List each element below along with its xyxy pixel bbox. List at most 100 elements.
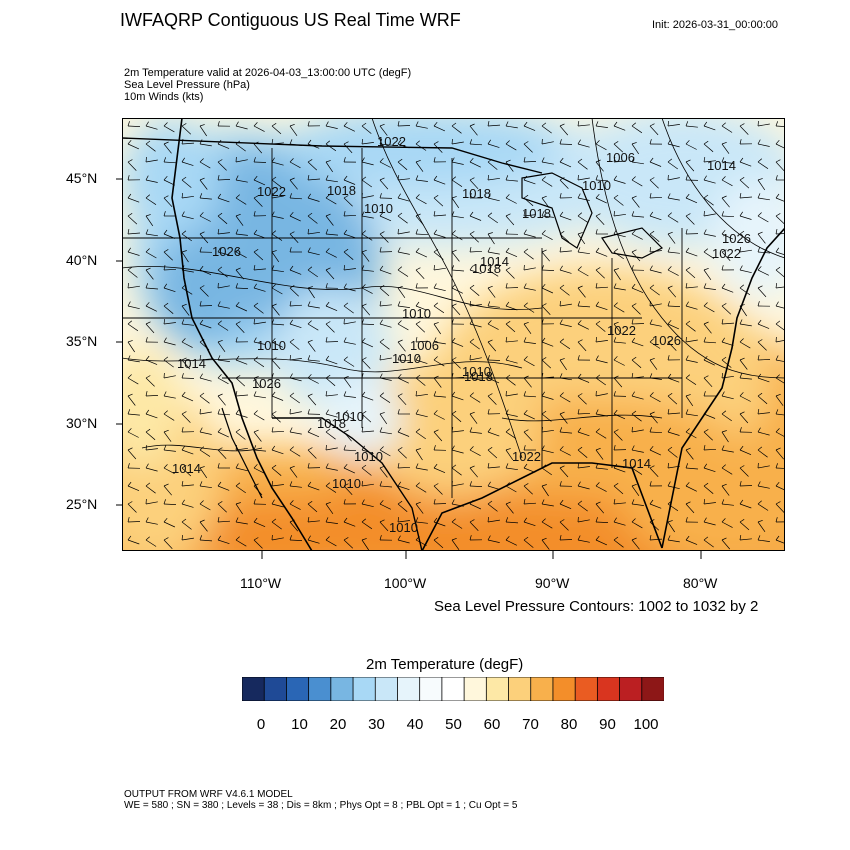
wind-barb-flag bbox=[415, 175, 419, 181]
wind-barb-flag bbox=[379, 535, 382, 541]
wind-barb-flag bbox=[523, 499, 526, 505]
wind-barb-flag bbox=[127, 159, 133, 163]
colorbar-label: 70 bbox=[522, 716, 539, 733]
wind-barb bbox=[487, 269, 499, 277]
wind-barb bbox=[541, 539, 550, 550]
wind-barb bbox=[505, 485, 517, 493]
wind-barb-flag bbox=[325, 248, 330, 253]
wind-barb bbox=[775, 395, 784, 406]
wind-barb bbox=[631, 125, 643, 134]
wind-barb-flag bbox=[559, 535, 562, 541]
wind-barb bbox=[541, 395, 554, 400]
colorbar-swatch bbox=[619, 677, 643, 701]
wind-barb-flag bbox=[487, 516, 489, 523]
wind-barb-flag bbox=[703, 140, 709, 145]
wind-barb-flag bbox=[649, 357, 655, 361]
wind-barb-flag bbox=[433, 483, 439, 487]
wind-barb bbox=[721, 125, 733, 133]
wind-barb bbox=[127, 395, 136, 406]
wind-barb-flag bbox=[541, 337, 546, 343]
wind-barb bbox=[523, 377, 532, 388]
wind-barb bbox=[685, 431, 697, 439]
wind-barb bbox=[415, 377, 426, 386]
wind-barb-flag bbox=[577, 139, 581, 145]
wind-barb-flag bbox=[127, 301, 131, 307]
wind-barb bbox=[181, 161, 194, 166]
wind-barb bbox=[181, 195, 194, 199]
wind-barb-flag bbox=[325, 374, 331, 379]
wind-barb-flag bbox=[379, 446, 384, 451]
wind-barb bbox=[577, 161, 588, 170]
wind-barb bbox=[343, 485, 353, 495]
wind-barb-flag bbox=[325, 463, 329, 469]
wind-barb bbox=[739, 323, 752, 327]
wind-barb bbox=[505, 305, 518, 311]
wind-barb bbox=[487, 431, 500, 437]
wind-barb bbox=[217, 341, 226, 353]
wind-barb bbox=[325, 179, 338, 183]
contour-label: 1018 bbox=[327, 183, 356, 198]
wind-barb-flag bbox=[631, 464, 637, 469]
wind-barb-flag bbox=[307, 393, 313, 397]
wind-barb bbox=[253, 341, 266, 345]
colorbar-swatch bbox=[286, 677, 310, 701]
wind-barb-flag bbox=[415, 374, 421, 379]
wind-barb bbox=[253, 161, 267, 163]
wind-barb bbox=[775, 269, 785, 278]
wind-barb bbox=[523, 233, 536, 238]
wind-barb-flag bbox=[163, 319, 166, 325]
contour-label: 1010 bbox=[392, 351, 421, 366]
wind-barb bbox=[577, 197, 590, 201]
wind-barb-flag bbox=[667, 355, 670, 361]
wind-barb-flag bbox=[163, 229, 168, 235]
wind-barb bbox=[721, 413, 733, 422]
wind-barb-flag bbox=[415, 409, 419, 415]
wind-barb-flag bbox=[343, 229, 348, 235]
wind-barb bbox=[685, 359, 698, 363]
wind-barb bbox=[559, 179, 569, 189]
wind-barb bbox=[379, 357, 392, 361]
wind-barb bbox=[649, 341, 661, 349]
wind-barb bbox=[415, 269, 425, 279]
wind-barb bbox=[451, 430, 464, 433]
wind-barb bbox=[721, 143, 730, 154]
wind-barb bbox=[739, 449, 752, 456]
wind-barb bbox=[415, 179, 428, 182]
wind-barb-flag bbox=[631, 483, 637, 487]
wind-barb bbox=[379, 395, 391, 403]
wind-barb-flag bbox=[325, 229, 329, 235]
wind-barb-flag bbox=[595, 140, 600, 145]
wind-barb bbox=[289, 179, 298, 190]
wind-barb-flag bbox=[721, 337, 725, 343]
wind-barb bbox=[487, 161, 498, 170]
wind-barb bbox=[181, 125, 192, 135]
wind-barb bbox=[649, 323, 662, 327]
wind-barbs bbox=[127, 120, 785, 551]
wind-barb-flag bbox=[721, 283, 726, 289]
colorbar-swatch bbox=[530, 677, 554, 701]
wind-barb bbox=[451, 179, 463, 187]
wind-barb-flag bbox=[163, 445, 167, 451]
wind-barb-flag bbox=[523, 445, 526, 451]
wind-barb bbox=[127, 413, 140, 416]
wind-barb bbox=[271, 521, 282, 530]
contour-label: 1014 bbox=[177, 356, 206, 371]
wind-barb-flag bbox=[469, 139, 473, 145]
wind-barb bbox=[415, 503, 424, 514]
wind-barb bbox=[343, 521, 356, 527]
wind-barb-flag bbox=[595, 247, 600, 253]
colorbar-label: 80 bbox=[560, 716, 578, 733]
wind-barb-flag bbox=[289, 301, 292, 307]
wind-barb-flag bbox=[397, 339, 403, 343]
wind-barb bbox=[469, 485, 483, 487]
wind-barb-flag bbox=[163, 517, 168, 523]
wind-barb bbox=[595, 179, 609, 182]
wind-barb-flag bbox=[649, 535, 652, 541]
wind-barb-flag bbox=[415, 121, 419, 127]
wind-barb-flag bbox=[487, 285, 493, 289]
wind-barb-flag bbox=[685, 193, 690, 199]
wind-barb-flag bbox=[559, 211, 564, 217]
wind-barb bbox=[361, 142, 374, 145]
wind-barb-flag bbox=[523, 375, 529, 379]
wind-barb bbox=[721, 539, 731, 550]
